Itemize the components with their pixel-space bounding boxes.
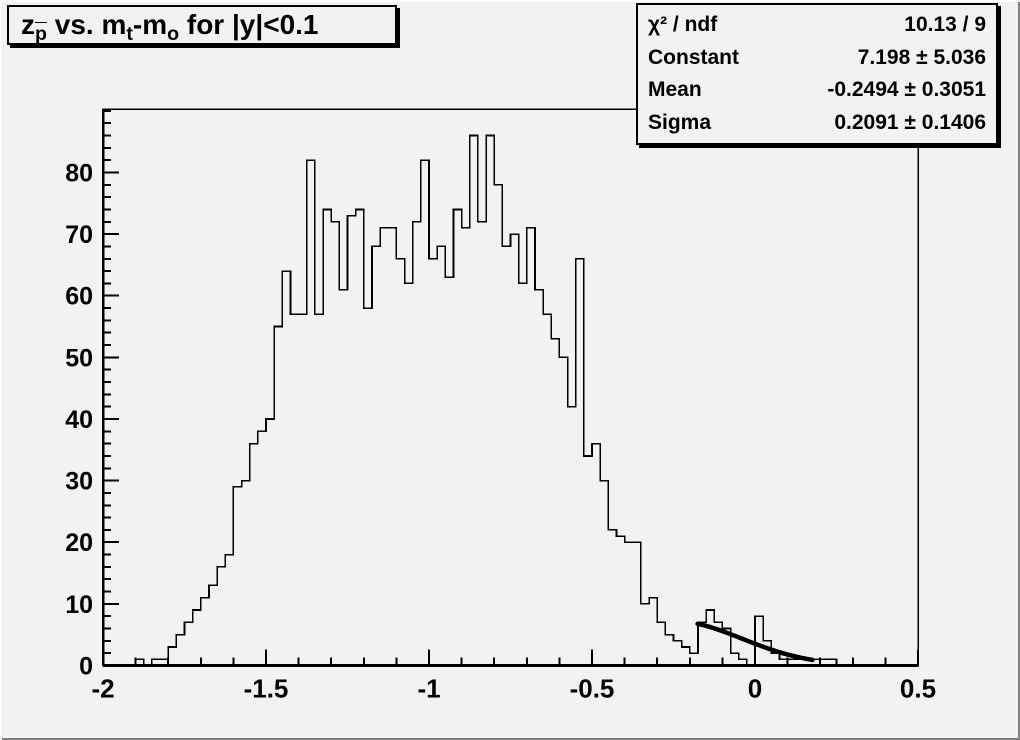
stats-value: 7.198 ± 5.036: [857, 45, 986, 69]
x-tick-label: 0.5: [900, 674, 936, 704]
stats-row-3: Sigma 0.2091 ± 0.1406: [648, 108, 986, 138]
plot-title-box: zp vs. mt-mo for |y|<0.1: [7, 5, 397, 45]
stats-row-0: χ² / ndf 10.13 / 9: [648, 10, 986, 40]
y-tick-label: 80: [65, 159, 93, 187]
title-subscript: t: [126, 23, 133, 46]
y-tick-label: 0: [79, 653, 93, 681]
fit-stats-box: χ² / ndf 10.13 / 9 Constant 7.198 ± 5.036 Me…: [636, 3, 998, 145]
x-tick-label: -1.5: [244, 674, 289, 704]
stats-row-2: Mean -0.2494 ± 0.3051: [648, 75, 986, 105]
y-tick-label: 50: [65, 344, 93, 372]
y-tick-label: 40: [65, 406, 93, 434]
title-subscript: p: [35, 23, 47, 46]
stats-label: Sigma: [648, 110, 712, 134]
y-tick-label: 10: [65, 591, 93, 619]
y-axis: 0 10 20 30 40 50 60 70 80: [65, 109, 119, 681]
stats-row-1: Constant 7.198 ± 5.036: [648, 43, 986, 73]
histogram-outline: [103, 134, 918, 667]
x-tick-label: -1: [417, 674, 440, 704]
stats-value: 0.2091 ± 0.1406: [834, 110, 986, 134]
x-tick-label: 0: [748, 674, 762, 704]
title-text-segment: for |y|<0.1: [179, 9, 319, 40]
title-text-segment: vs. m: [46, 9, 127, 40]
stats-label: χ² / ndf: [648, 13, 718, 37]
x-tick-label: -2: [91, 674, 114, 704]
stats-label: Constant: [648, 45, 739, 69]
y-tick-label: 70: [65, 221, 93, 249]
title-text-segment: z: [21, 9, 35, 40]
title-subscript: o: [167, 23, 180, 46]
y-tick-label: 20: [65, 529, 93, 557]
y-tick-label: 30: [65, 468, 93, 496]
stats-label: Mean: [648, 78, 702, 102]
plot-frame: [101, 108, 919, 667]
gaussian-fit-curve: [695, 621, 815, 663]
stats-value: -0.2494 ± 0.3051: [827, 78, 986, 102]
x-axis: -2 -1.5 -1 -0.5 0 0.5: [91, 649, 936, 704]
plot-title: zp vs. mt-mo for |y|<0.1: [21, 9, 319, 45]
title-text-segment: -m: [132, 9, 168, 40]
y-tick-label: 60: [65, 283, 93, 311]
stats-value: 10.13 / 9: [904, 13, 986, 37]
x-tick-label: -0.5: [570, 674, 615, 704]
